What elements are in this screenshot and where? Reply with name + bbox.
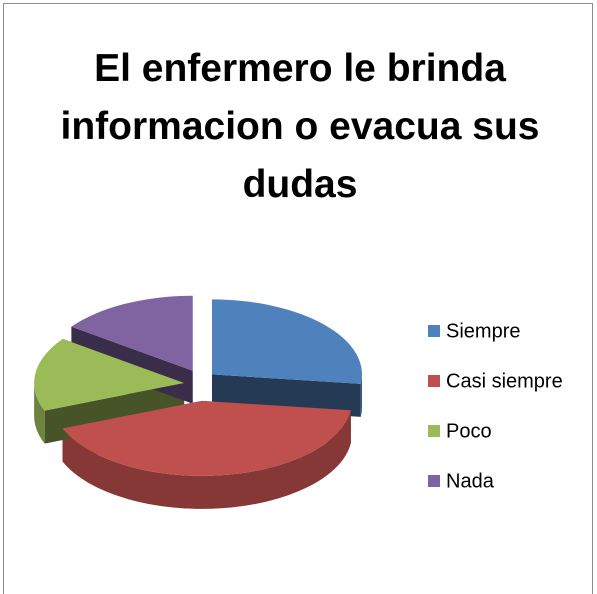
legend-swatch [428, 475, 440, 487]
legend-label: Nada [446, 470, 495, 492]
legend-label: Siempre [446, 320, 520, 342]
chart-border [3, 3, 593, 594]
legend-label: Poco [446, 420, 492, 442]
legend-swatch [428, 375, 440, 387]
slice-side [34, 382, 45, 444]
legend-swatch [428, 325, 440, 337]
slice [71, 295, 193, 371]
slice [34, 338, 185, 411]
slice-side [62, 410, 351, 509]
chart-title: El enfermero le brinda informacion o eva… [60, 47, 540, 206]
slice [62, 400, 351, 476]
slice [212, 299, 363, 384]
slice-side [360, 374, 363, 417]
legend-swatch [428, 425, 440, 437]
legend-label: Casi siempre [446, 370, 563, 392]
